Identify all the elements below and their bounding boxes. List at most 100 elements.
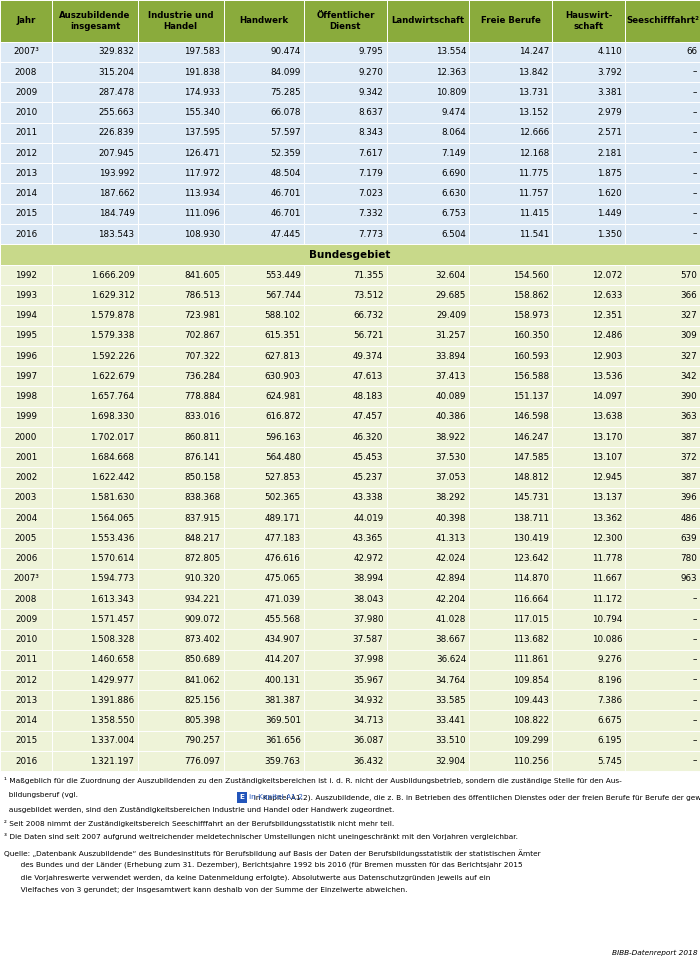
Text: 207.945: 207.945 — [99, 148, 134, 157]
Bar — [0, 204, 52, 224]
Bar — [625, 569, 700, 589]
Text: 7.386: 7.386 — [597, 696, 622, 705]
Text: 400.131: 400.131 — [265, 675, 301, 685]
Text: –: – — [692, 209, 697, 218]
Bar — [52, 650, 138, 670]
Text: 7.149: 7.149 — [442, 148, 466, 157]
Bar — [552, 447, 625, 468]
Bar — [138, 143, 223, 163]
Text: 2013: 2013 — [15, 169, 37, 178]
Bar — [470, 82, 552, 103]
Bar — [138, 326, 223, 346]
Text: 9.276: 9.276 — [597, 655, 622, 664]
Text: 160.350: 160.350 — [513, 331, 549, 340]
Bar — [0, 548, 52, 569]
Bar — [552, 488, 625, 508]
Bar — [387, 326, 470, 346]
Bar — [552, 427, 625, 447]
Text: 1.429.977: 1.429.977 — [90, 675, 134, 685]
Bar — [52, 731, 138, 751]
Bar — [625, 41, 700, 62]
Text: ³ Die Daten sind seit 2007 aufgrund weitreichender meldetechnischer Umstellungen: ³ Die Daten sind seit 2007 aufgrund weit… — [4, 833, 517, 840]
Bar — [223, 731, 304, 751]
Text: 780: 780 — [680, 554, 697, 563]
Bar — [304, 629, 387, 650]
Text: 36.624: 36.624 — [436, 655, 466, 664]
Text: 329.832: 329.832 — [99, 47, 134, 57]
Text: 113.934: 113.934 — [184, 189, 220, 198]
Bar — [138, 366, 223, 386]
Bar — [0, 326, 52, 346]
Bar — [0, 62, 52, 82]
Text: 342: 342 — [680, 372, 697, 381]
Bar — [470, 589, 552, 609]
Bar — [0, 468, 52, 488]
Bar — [552, 306, 625, 326]
Bar — [304, 306, 387, 326]
Bar — [552, 143, 625, 163]
Bar — [625, 670, 700, 690]
Text: 71.355: 71.355 — [353, 270, 384, 280]
Text: 66: 66 — [686, 47, 697, 57]
Bar — [52, 690, 138, 711]
Bar — [470, 670, 552, 690]
Bar — [0, 346, 52, 366]
Bar — [387, 0, 470, 41]
Bar — [304, 650, 387, 670]
Bar — [52, 488, 138, 508]
Bar — [52, 143, 138, 163]
Text: 6.195: 6.195 — [597, 737, 622, 745]
Text: 34.713: 34.713 — [353, 716, 384, 725]
Text: 414.207: 414.207 — [265, 655, 301, 664]
Text: 455.568: 455.568 — [265, 615, 301, 624]
Text: 553.449: 553.449 — [265, 270, 301, 280]
Text: 1.875: 1.875 — [597, 169, 622, 178]
Text: 13.362: 13.362 — [592, 513, 622, 522]
Bar — [470, 285, 552, 306]
Bar — [304, 326, 387, 346]
Bar — [470, 650, 552, 670]
Text: 359.763: 359.763 — [265, 757, 301, 765]
Text: 12.903: 12.903 — [592, 352, 622, 360]
Bar — [138, 285, 223, 306]
Text: 315.204: 315.204 — [99, 67, 134, 77]
Bar — [625, 711, 700, 731]
Bar — [625, 143, 700, 163]
Bar — [552, 569, 625, 589]
Text: 36.432: 36.432 — [353, 757, 384, 765]
Text: 805.398: 805.398 — [184, 716, 220, 725]
Bar — [470, 41, 552, 62]
Text: 9.795: 9.795 — [358, 47, 384, 57]
Bar — [387, 488, 470, 508]
Bar — [52, 62, 138, 82]
Bar — [223, 548, 304, 569]
Bar — [552, 265, 625, 285]
Text: –: – — [692, 696, 697, 705]
Bar — [387, 670, 470, 690]
Text: 42.024: 42.024 — [436, 554, 466, 563]
Text: Seeschifffahrt²: Seeschifffahrt² — [626, 16, 699, 25]
Text: 44.019: 44.019 — [354, 513, 384, 522]
Text: 2012: 2012 — [15, 675, 37, 685]
Bar — [387, 690, 470, 711]
Bar — [52, 123, 138, 143]
Text: 1.460.658: 1.460.658 — [90, 655, 134, 664]
Bar — [223, 285, 304, 306]
Bar — [223, 407, 304, 427]
Bar — [138, 629, 223, 650]
Text: 48.504: 48.504 — [270, 169, 301, 178]
Text: 10.809: 10.809 — [435, 88, 466, 97]
Bar — [304, 82, 387, 103]
Text: 123.642: 123.642 — [513, 554, 549, 563]
Bar — [625, 163, 700, 183]
Text: 327: 327 — [680, 352, 697, 360]
Bar — [52, 82, 138, 103]
Text: 848.217: 848.217 — [184, 534, 220, 543]
Text: 191.838: 191.838 — [184, 67, 220, 77]
Text: 630.903: 630.903 — [265, 372, 301, 381]
Text: 596.163: 596.163 — [265, 433, 301, 442]
Text: 477.183: 477.183 — [265, 534, 301, 543]
Bar — [625, 204, 700, 224]
Bar — [387, 589, 470, 609]
Text: –: – — [692, 148, 697, 157]
